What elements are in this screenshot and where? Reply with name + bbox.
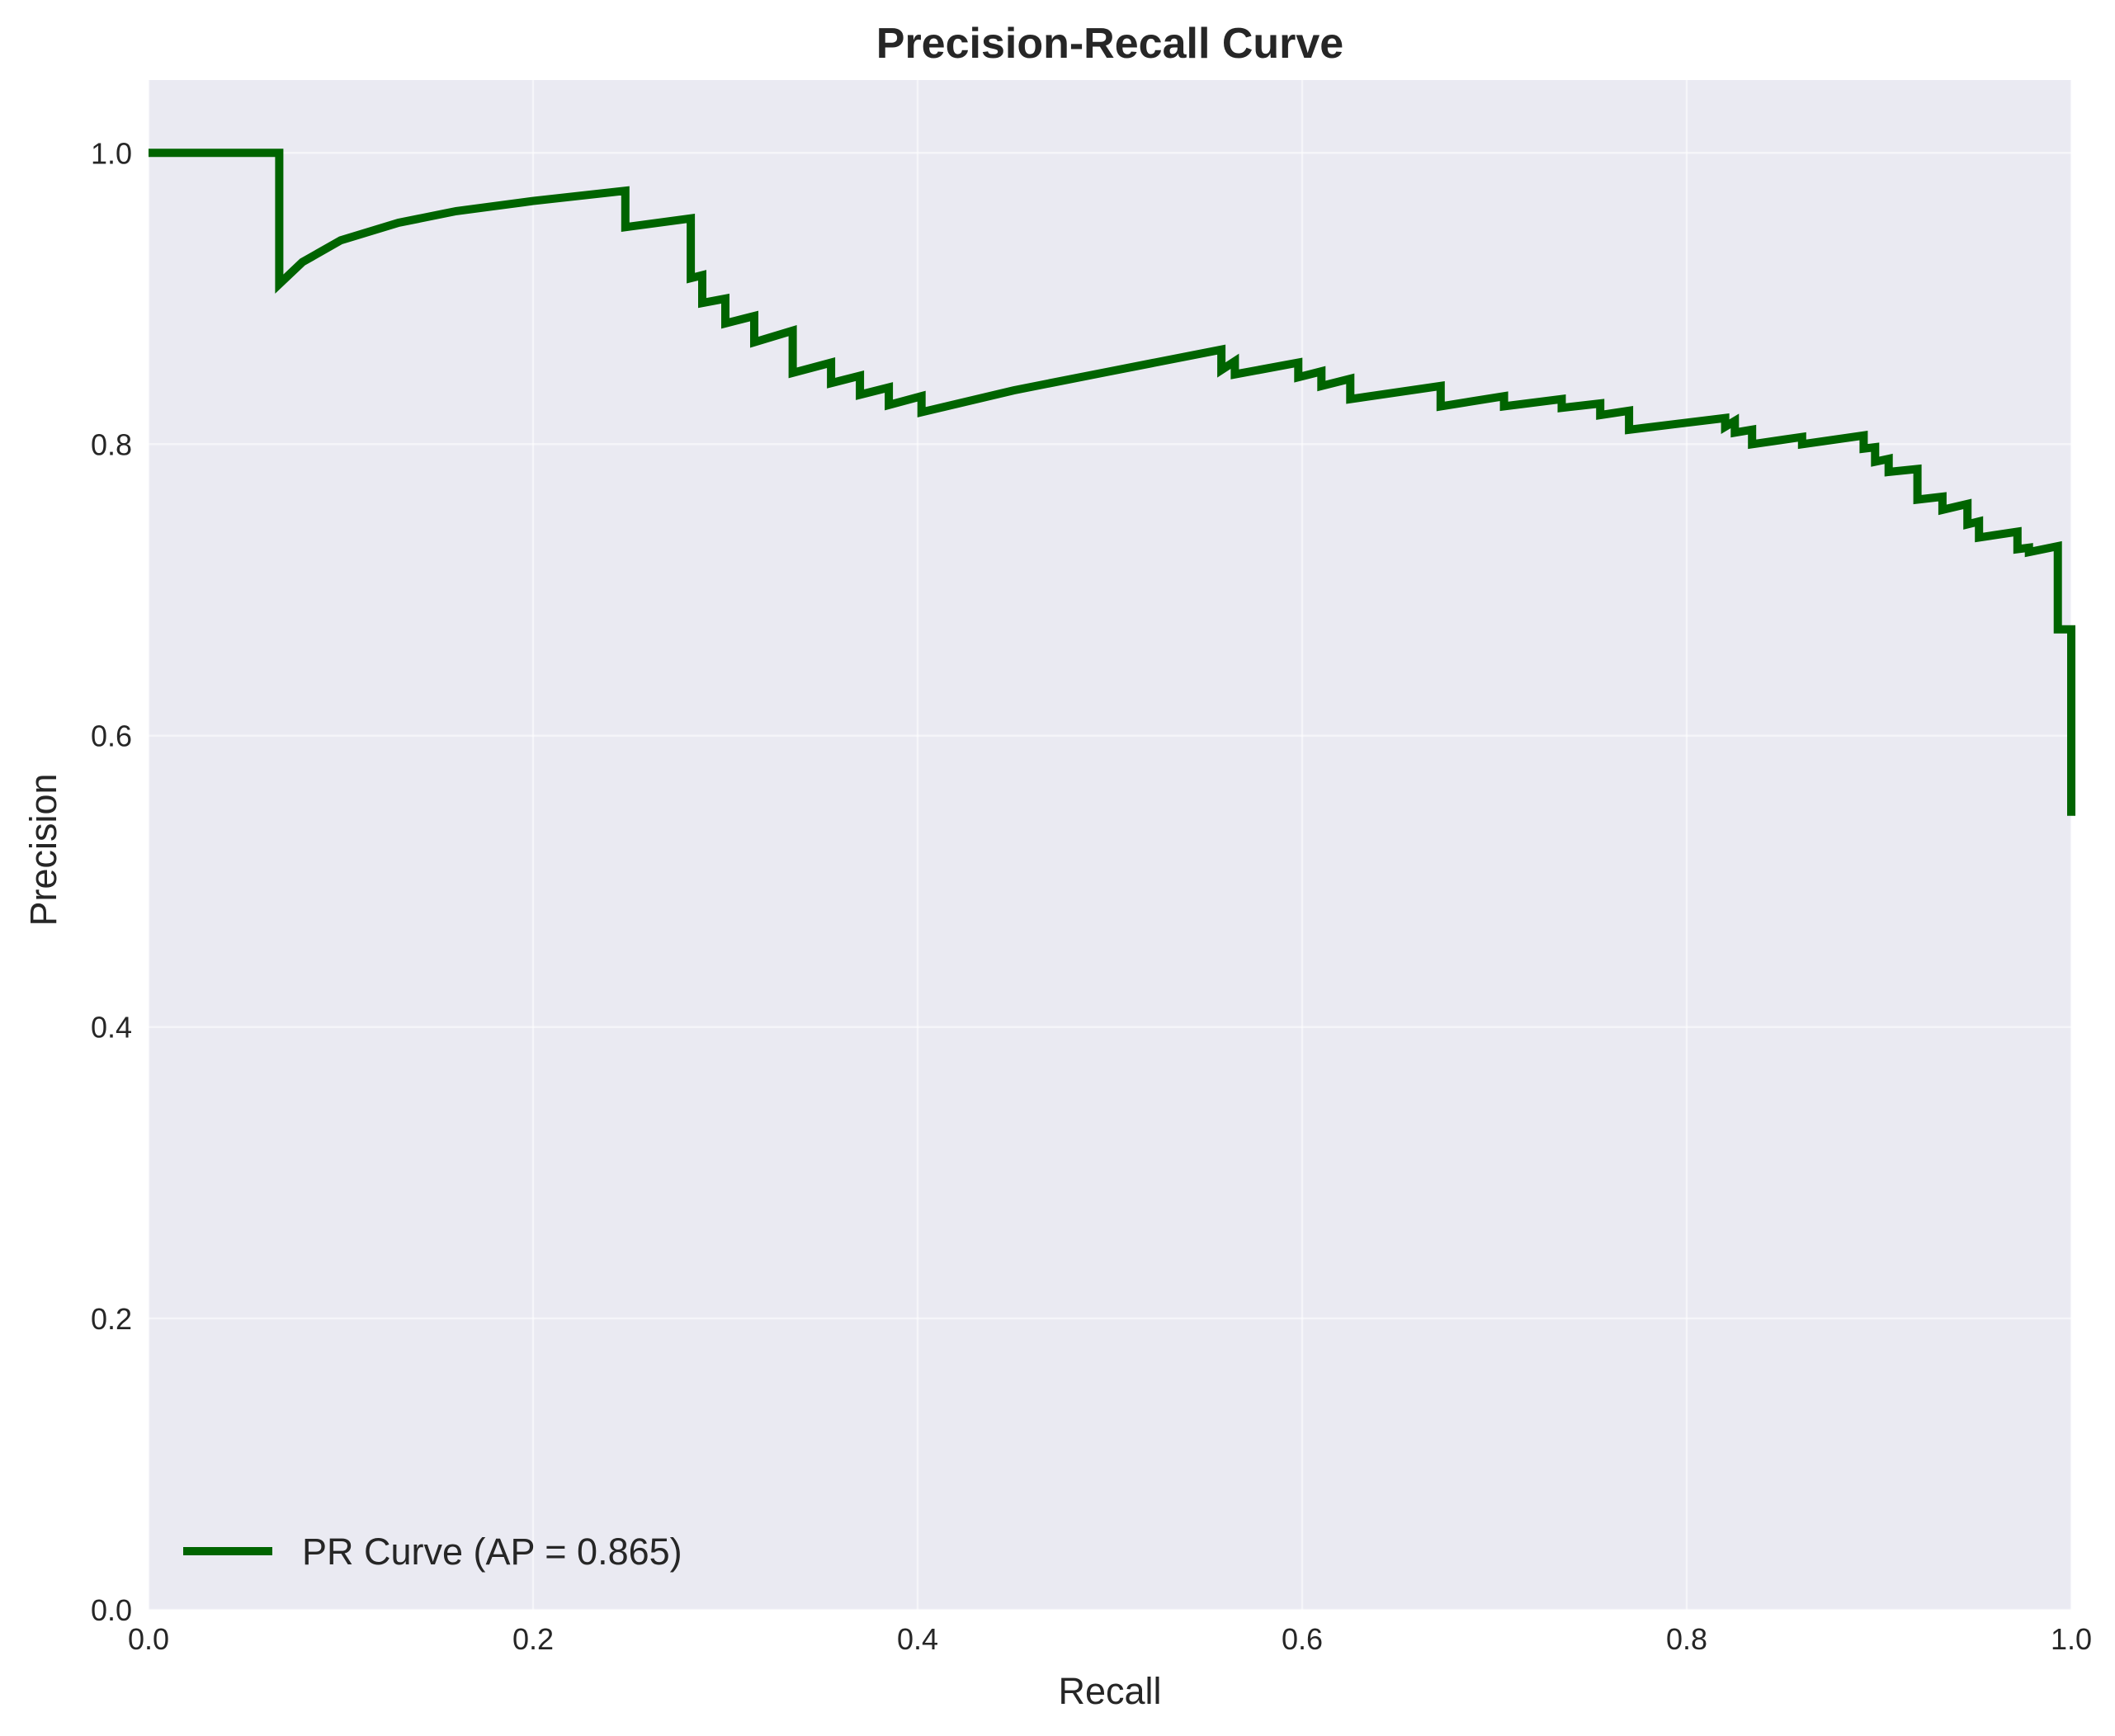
y-tick-label: 0.6	[91, 719, 132, 753]
x-tick-labels: 0.0 0.2 0.4 0.6 0.8 1.0	[128, 1622, 2092, 1656]
x-tick-label: 0.8	[1666, 1622, 1707, 1656]
chart-title: Precision-Recall Curve	[876, 20, 1343, 68]
y-axis-label: Precision	[22, 773, 64, 926]
x-tick-label: 0.0	[128, 1622, 169, 1656]
grid-lines	[147, 80, 2073, 1611]
legend: PR Curve (AP = 0.865)	[183, 1531, 682, 1573]
series-layer	[149, 149, 2075, 816]
x-tick-label: 0.6	[1282, 1622, 1323, 1656]
pr-curve-line	[149, 149, 2075, 816]
y-tick-label: 0.4	[91, 1011, 132, 1045]
y-tick-label: 1.0	[91, 136, 132, 170]
legend-label: PR Curve (AP = 0.865)	[302, 1531, 682, 1573]
plot-background	[149, 80, 2071, 1610]
x-axis-label: Recall	[1058, 1670, 1161, 1712]
y-tick-label: 0.2	[91, 1302, 132, 1336]
y-tick-label: 0.0	[91, 1593, 132, 1627]
x-tick-label: 0.2	[512, 1622, 554, 1656]
y-tick-label: 0.8	[91, 427, 132, 461]
y-tick-labels: 0.0 0.2 0.4 0.6 0.8 1.0	[91, 136, 132, 1627]
x-tick-label: 0.4	[897, 1622, 938, 1656]
x-tick-label: 1.0	[2051, 1622, 2092, 1656]
